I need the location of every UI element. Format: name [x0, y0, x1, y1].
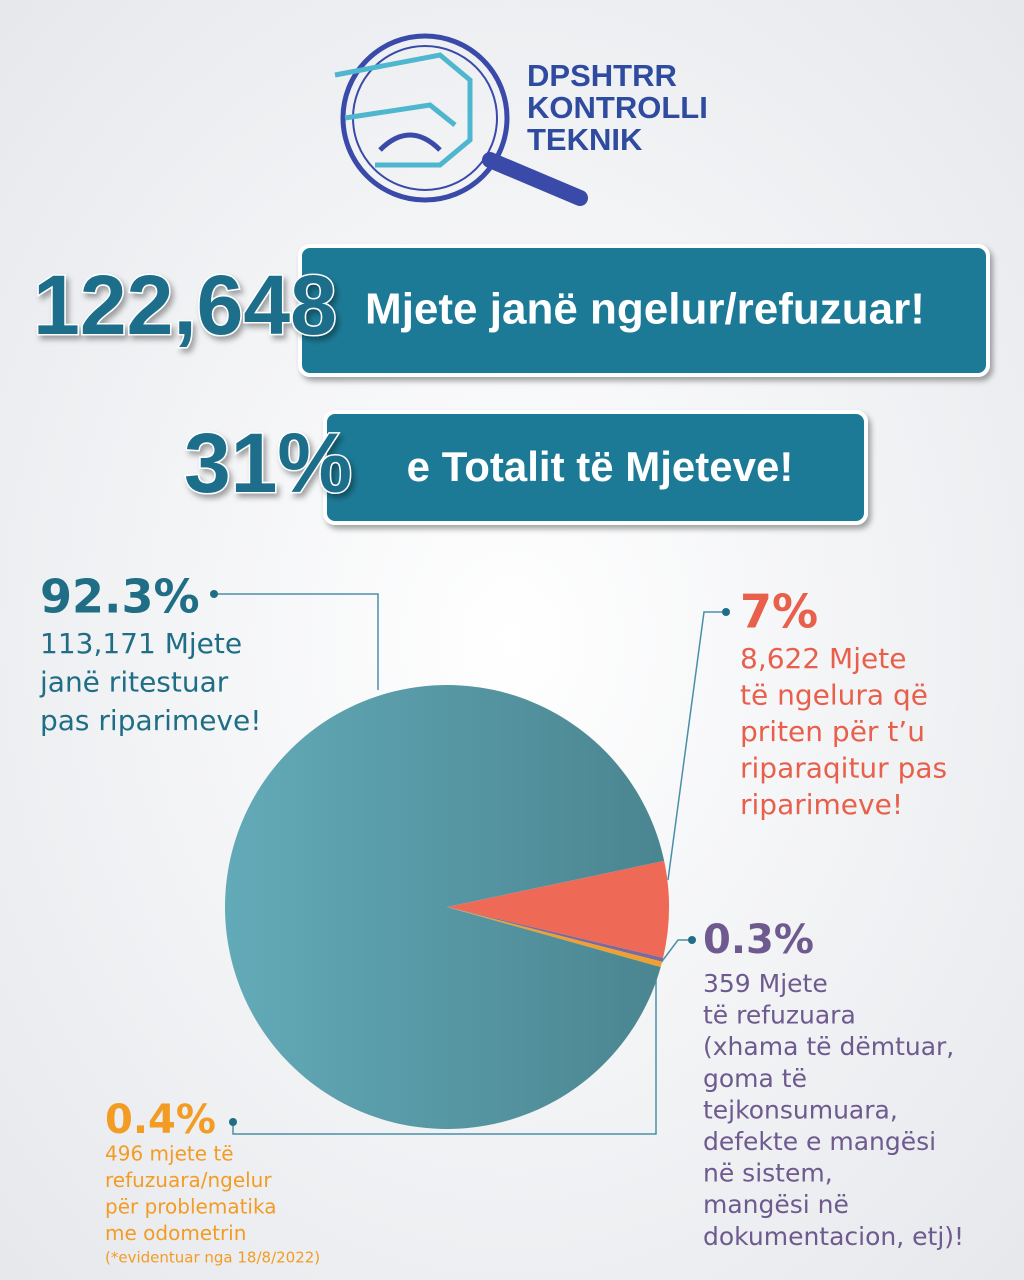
logo-text: TEKNIK	[527, 122, 643, 157]
slice-description: dokumentacion, etj)!	[703, 1222, 964, 1251]
slice-description: (xhama të dëmtuar,	[703, 1032, 954, 1061]
slice-description: me odometrin	[105, 1221, 246, 1245]
slice-description: tejkonsumuara,	[703, 1095, 898, 1124]
value-label: 0.4%	[105, 1097, 216, 1143]
logo-text: KONTROLLI	[527, 90, 708, 125]
slice-description: mangësi në	[703, 1190, 849, 1219]
headline-share: 31%	[184, 416, 352, 510]
slice-description: refuzuara/ngelur	[105, 1168, 272, 1192]
slice-description: riparaqitur pas	[740, 752, 947, 785]
slice-description: priten për t’u	[740, 715, 925, 748]
slice-description: 8,622 Mjete	[740, 642, 906, 675]
slice-description: janë ritestuar	[39, 666, 229, 699]
pie-slice	[447, 907, 663, 968]
headline-text: e Totalit të Mjeteve!	[407, 443, 794, 490]
headline-count: 122,648	[33, 258, 337, 352]
pie-slice	[225, 685, 665, 1130]
slice-description: të refuzuara	[703, 1001, 856, 1030]
headline-text: Mjete janë ngelur/refuzuar!	[365, 285, 925, 334]
leader-lines	[214, 593, 726, 1135]
pie-slice	[447, 907, 664, 962]
slice-description: 496 mjete të	[105, 1142, 234, 1166]
slice-description: pas riparimeve!	[40, 704, 261, 737]
logo-text: DPSHTRR	[527, 58, 677, 93]
footnote: (*evidentuar nga 18/8/2022)	[105, 1249, 320, 1267]
slice-description: të ngelura që	[740, 679, 928, 712]
pie	[225, 685, 669, 1130]
pie-slice	[447, 860, 669, 958]
slice-description: goma të	[703, 1064, 807, 1093]
value-label: 7%	[740, 585, 818, 639]
value-label: 0.3%	[703, 917, 814, 963]
slice-description: në sistem,	[703, 1159, 833, 1188]
slice-description: 113,171 Mjete	[40, 627, 242, 660]
slice-description: defekte e mangësi	[703, 1127, 936, 1156]
slice-description: për problematika	[105, 1195, 276, 1219]
slice-description: riparimeve!	[740, 788, 903, 821]
leader-dots	[210, 590, 730, 1126]
slice-description: 359 Mjete	[703, 969, 828, 998]
headline-box	[298, 244, 990, 377]
headline-box	[323, 410, 868, 525]
logo	[334, 33, 588, 206]
value-label: 92.3%	[40, 570, 200, 624]
